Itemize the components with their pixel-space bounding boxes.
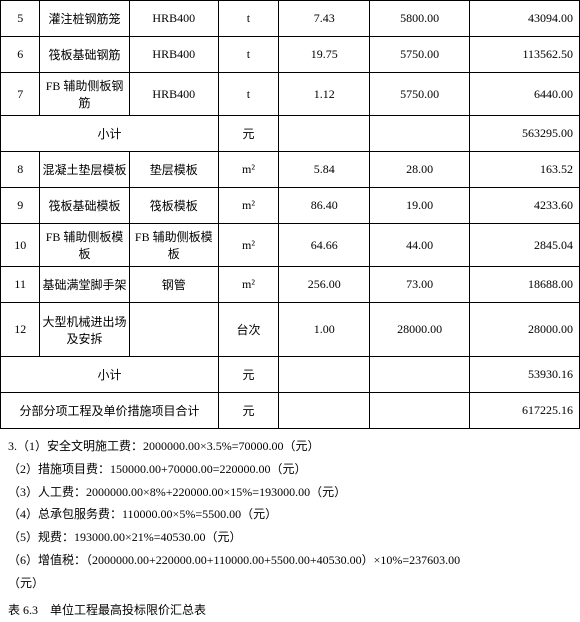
subtotal-label: 小计 <box>1 357 219 393</box>
cell-num: 5 <box>1 1 40 37</box>
cell-num: 12 <box>1 303 40 357</box>
cell-desc: 大型机械进出场及安拆 <box>40 303 129 357</box>
cell-spec: 钢管 <box>129 267 218 303</box>
cell-price: 73.00 <box>370 267 470 303</box>
grandtotal-unit: 元 <box>218 393 278 429</box>
cell-unit: m² <box>218 224 278 267</box>
cell-total: 43094.00 <box>469 1 579 37</box>
table-row: 10 FB 辅助侧板模板 FB 辅助侧板模板 m² 64.66 44.00 28… <box>1 224 580 267</box>
cell-price: 28000.00 <box>370 303 470 357</box>
cell-num: 11 <box>1 267 40 303</box>
cell-unit: m² <box>218 267 278 303</box>
note-line: （5）规费：193000.00×21%=40530.00（元） <box>8 526 572 549</box>
cell-desc: 灌注桩钢筋笼 <box>40 1 129 37</box>
cell-spec: HRB400 <box>129 37 218 73</box>
subtotal-label: 小计 <box>1 116 219 152</box>
grandtotal-label: 分部分项工程及单价措施项目合计 <box>1 393 219 429</box>
grandtotal-value: 617225.16 <box>469 393 579 429</box>
cell-desc: FB 辅助侧板模板 <box>40 224 129 267</box>
cell-spec: 垫层模板 <box>129 152 218 188</box>
cell-spec: FB 辅助侧板模板 <box>129 224 218 267</box>
cell-qty: 7.43 <box>279 1 370 37</box>
note-line: （4）总承包服务费：110000.00×5%=5500.00（元） <box>8 503 572 526</box>
table-row: 12 大型机械进出场及安拆 台次 1.00 28000.00 28000.00 <box>1 303 580 357</box>
subtotal-value: 53930.16 <box>469 357 579 393</box>
table-row: 11 基础满堂脚手架 钢管 m² 256.00 73.00 18688.00 <box>1 267 580 303</box>
cell-desc: 筏板基础钢筋 <box>40 37 129 73</box>
table-row: 7 FB 辅助侧板钢筋 HRB400 t 1.12 5750.00 6440.0… <box>1 73 580 116</box>
cell-qty: 64.66 <box>279 224 370 267</box>
table-caption: 表 6.3 单位工程最高投标限价汇总表 <box>0 599 580 622</box>
cell-num: 7 <box>1 73 40 116</box>
cell-empty <box>370 393 470 429</box>
subtotal-value: 563295.00 <box>469 116 579 152</box>
cell-qty: 19.75 <box>279 37 370 73</box>
cell-unit: m² <box>218 152 278 188</box>
cell-empty <box>370 116 470 152</box>
cell-price: 19.00 <box>370 188 470 224</box>
cell-num: 6 <box>1 37 40 73</box>
cell-qty: 256.00 <box>279 267 370 303</box>
cell-price: 5800.00 <box>370 1 470 37</box>
cell-price: 44.00 <box>370 224 470 267</box>
cell-total: 6440.00 <box>469 73 579 116</box>
cell-qty: 1.00 <box>279 303 370 357</box>
subtotal-unit: 元 <box>218 116 278 152</box>
cell-desc: FB 辅助侧板钢筋 <box>40 73 129 116</box>
subtotal-row: 小计 元 563295.00 <box>1 116 580 152</box>
cell-spec: 筏板模板 <box>129 188 218 224</box>
cell-desc: 筏板基础模板 <box>40 188 129 224</box>
cell-num: 10 <box>1 224 40 267</box>
cell-price: 28.00 <box>370 152 470 188</box>
table-row: 8 混凝土垫层模板 垫层模板 m² 5.84 28.00 163.52 <box>1 152 580 188</box>
cell-unit: m² <box>218 188 278 224</box>
cell-unit: t <box>218 73 278 116</box>
cell-total: 18688.00 <box>469 267 579 303</box>
cell-unit: t <box>218 37 278 73</box>
grandtotal-row: 分部分项工程及单价措施项目合计 元 617225.16 <box>1 393 580 429</box>
note-line: 3.（1）安全文明施工费：2000000.00×3.5%=70000.00（元） <box>8 435 572 458</box>
cell-num: 8 <box>1 152 40 188</box>
cell-price: 5750.00 <box>370 73 470 116</box>
note-line: （2）措施项目费：150000.00+70000.00=220000.00（元） <box>8 458 572 481</box>
note-line: （元） <box>8 572 572 595</box>
subtotal-row: 小计 元 53930.16 <box>1 357 580 393</box>
cell-num: 9 <box>1 188 40 224</box>
cell-desc: 基础满堂脚手架 <box>40 267 129 303</box>
cell-empty <box>279 116 370 152</box>
cell-spec: HRB400 <box>129 1 218 37</box>
cell-unit: 台次 <box>218 303 278 357</box>
note-line: （6）增值税：（2000000.00+220000.00+110000.00+5… <box>8 549 572 572</box>
cell-empty <box>279 357 370 393</box>
cell-qty: 1.12 <box>279 73 370 116</box>
table-row: 9 筏板基础模板 筏板模板 m² 86.40 19.00 4233.60 <box>1 188 580 224</box>
table-row: 5 灌注桩钢筋笼 HRB400 t 7.43 5800.00 43094.00 <box>1 1 580 37</box>
cell-desc: 混凝土垫层模板 <box>40 152 129 188</box>
note-line: （3）人工费：2000000.00×8%+220000.00×15%=19300… <box>8 481 572 504</box>
cell-total: 163.52 <box>469 152 579 188</box>
cell-empty <box>370 357 470 393</box>
cell-total: 28000.00 <box>469 303 579 357</box>
notes-section: 3.（1）安全文明施工费：2000000.00×3.5%=70000.00（元）… <box>0 429 580 599</box>
cell-total: 113562.50 <box>469 37 579 73</box>
subtotal-unit: 元 <box>218 357 278 393</box>
cell-total: 2845.04 <box>469 224 579 267</box>
cell-unit: t <box>218 1 278 37</box>
cell-spec: HRB400 <box>129 73 218 116</box>
cell-qty: 86.40 <box>279 188 370 224</box>
cell-qty: 5.84 <box>279 152 370 188</box>
cell-spec <box>129 303 218 357</box>
cell-price: 5750.00 <box>370 37 470 73</box>
table-row: 6 筏板基础钢筋 HRB400 t 19.75 5750.00 113562.5… <box>1 37 580 73</box>
cell-total: 4233.60 <box>469 188 579 224</box>
cost-table: 5 灌注桩钢筋笼 HRB400 t 7.43 5800.00 43094.00 … <box>0 0 580 429</box>
cell-empty <box>279 393 370 429</box>
